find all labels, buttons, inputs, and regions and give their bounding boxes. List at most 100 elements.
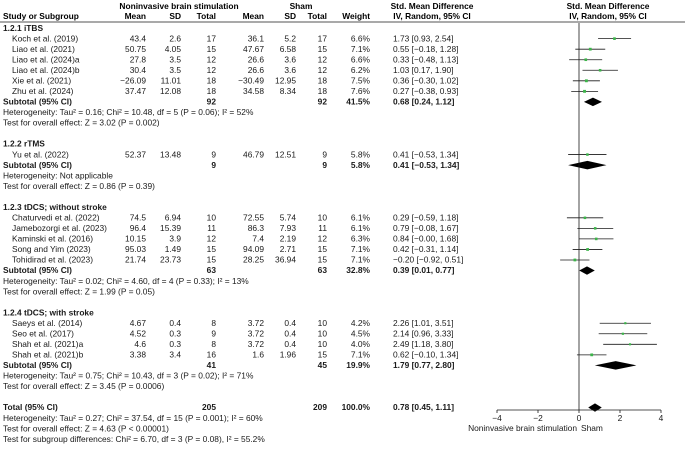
total-sham: 15 bbox=[318, 350, 328, 360]
subtotal-weight: 5.8% bbox=[351, 160, 371, 170]
sd-sham: 5.2 bbox=[284, 33, 296, 43]
total-nibs: 11 bbox=[207, 223, 216, 233]
study-name: Liao et al. (2021) bbox=[12, 44, 75, 54]
mean-sham: 46.79 bbox=[243, 149, 264, 159]
weight: 6.6% bbox=[351, 54, 371, 64]
study-name: Yu et al. (2022) bbox=[12, 149, 69, 159]
subgroup-heading: 1.2.1 iTBS bbox=[3, 23, 43, 33]
sd-sham: 8.34 bbox=[280, 86, 297, 96]
weight: 6.3% bbox=[351, 234, 371, 244]
subtotal-n-sham: 92 bbox=[318, 97, 328, 107]
total-nibs: 15 bbox=[207, 255, 217, 265]
total-smd-ci: 0.78 [0.45, 1.11] bbox=[393, 402, 454, 412]
study-name: Xie et al. (2021) bbox=[12, 76, 71, 86]
study-name: Shah et al. (2021)b bbox=[12, 350, 84, 360]
total-nibs: 16 bbox=[207, 350, 217, 360]
total-nibs: 18 bbox=[207, 76, 217, 86]
smd-ci: 0.41 [−0.53, 1.34] bbox=[393, 149, 458, 159]
total-nibs: 12 bbox=[207, 54, 217, 64]
study-point-estimate bbox=[584, 58, 588, 62]
total-nibs: 8 bbox=[211, 318, 216, 328]
weight: 4.2% bbox=[351, 318, 371, 328]
sd-sham: 3.6 bbox=[284, 54, 296, 64]
subgroup-heading: 1.2.4 tDCS; with stroke bbox=[3, 307, 94, 317]
total-sham: 10 bbox=[318, 339, 328, 349]
table-note: Test for overall effect: Z = 3.02 (P = 0… bbox=[3, 118, 160, 128]
total-sham: 9 bbox=[322, 149, 327, 159]
smd-ci: 0.62 [−0.10, 1.34] bbox=[393, 350, 458, 360]
study-point-estimate bbox=[586, 248, 589, 251]
study-point-estimate bbox=[583, 89, 586, 93]
study-point-estimate bbox=[613, 37, 616, 40]
sd-sham: 1.96 bbox=[280, 350, 297, 360]
sd-nibs: 3.4 bbox=[169, 350, 181, 360]
smd-ci: 0.29 [−0.59, 1.18] bbox=[393, 213, 458, 223]
weight: 7.1% bbox=[351, 44, 371, 54]
mean-sham: 34.58 bbox=[243, 86, 264, 96]
forest-plot-area: −4 −2 0 2 4 Noninvasive brain stimulation Sham bbox=[468, 23, 664, 433]
study-name: Jamebozorgi et al. (2023) bbox=[12, 223, 107, 233]
total-nibs: 9 bbox=[211, 328, 216, 338]
total-nibs: 12 bbox=[207, 65, 217, 75]
study-name: Shah et al. (2021)a bbox=[12, 339, 84, 349]
mean-nibs: 74.5 bbox=[130, 213, 147, 223]
weight: 7.1% bbox=[351, 350, 371, 360]
smd-ci: 0.36 [−0.30, 1.02] bbox=[393, 76, 458, 86]
sd-nibs: 23.73 bbox=[160, 255, 181, 265]
sd-nibs: 0.4 bbox=[169, 318, 181, 328]
study-point-estimate bbox=[588, 47, 592, 51]
sd-nibs: 3.5 bbox=[169, 54, 181, 64]
study-point-estimate bbox=[593, 227, 597, 230]
mean-sham: 28.25 bbox=[243, 255, 264, 265]
sd-sham: 2.71 bbox=[280, 244, 297, 254]
sd-nibs: 13.48 bbox=[160, 149, 181, 159]
table-note: Heterogeneity: Tau² = 0.16; Chi² = 10.48… bbox=[3, 107, 254, 117]
mean-sham: 72.55 bbox=[243, 213, 264, 223]
table-note: Heterogeneity: Tau² = 0.75; Chi² = 10.43… bbox=[3, 371, 254, 381]
total-sham: 12 bbox=[318, 234, 328, 244]
mean-nibs: 50.75 bbox=[125, 44, 146, 54]
subtotal-weight: 19.9% bbox=[346, 360, 370, 370]
subtotal-n-nibs: 92 bbox=[207, 97, 217, 107]
smd-ci: 0.55 [−0.18, 1.28] bbox=[393, 44, 458, 54]
mean-sham: 47.67 bbox=[243, 44, 264, 54]
group-header-sham: Sham bbox=[290, 1, 313, 11]
weight: 6.1% bbox=[351, 213, 371, 223]
study-point-estimate bbox=[594, 237, 598, 241]
weight: 6.6% bbox=[351, 33, 371, 43]
subtotal-smd-ci: 1.79 [0.77, 2.80] bbox=[393, 360, 455, 370]
total-sham: 17 bbox=[318, 33, 328, 43]
sd-sham: 36.94 bbox=[275, 255, 296, 265]
study-name: Chaturvedi et al. (2022) bbox=[12, 213, 100, 223]
subtotal-label: Subtotal (95% CI) bbox=[3, 97, 72, 107]
column-header-mean-nibs: Mean bbox=[125, 11, 146, 21]
subtotal-n-sham: 45 bbox=[318, 360, 328, 370]
table-note: Heterogeneity: Tau² = 0.02; Chi² = 4.60,… bbox=[3, 276, 249, 286]
weight: 6.2% bbox=[351, 65, 371, 75]
total-nibs: 15 bbox=[207, 244, 217, 254]
weight: 7.6% bbox=[351, 86, 371, 96]
total-nibs: 9 bbox=[211, 149, 216, 159]
total-n-nibs: 205 bbox=[202, 402, 216, 412]
study-point-estimate bbox=[573, 258, 577, 262]
sd-nibs: 12.08 bbox=[160, 86, 181, 96]
study-name: Zhu et al. (2024) bbox=[12, 86, 74, 96]
column-header-total-sham: Total bbox=[308, 11, 327, 21]
total-sham: 12 bbox=[318, 54, 328, 64]
total-sham: 11 bbox=[318, 223, 327, 233]
total-sham: 10 bbox=[318, 213, 328, 223]
study-name: Song and Yim (2023) bbox=[12, 244, 91, 254]
group-header-smd-table: Std. Mean Difference bbox=[391, 1, 474, 11]
total-n-sham: 209 bbox=[313, 402, 327, 412]
total-nibs: 12 bbox=[207, 234, 217, 244]
total-label: Total (95% CI) bbox=[3, 402, 58, 412]
sd-nibs: 1.49 bbox=[165, 244, 182, 254]
study-point-estimate bbox=[624, 322, 627, 325]
mean-nibs: 95.03 bbox=[125, 244, 146, 254]
subtotal-weight: 32.8% bbox=[346, 265, 370, 275]
favours-left-label: Noninvasive brain stimulation bbox=[468, 423, 577, 433]
total-diamond bbox=[588, 403, 602, 412]
total-sham: 15 bbox=[318, 244, 328, 254]
column-header-plot-ci: IV, Random, 95% CI bbox=[569, 11, 646, 21]
